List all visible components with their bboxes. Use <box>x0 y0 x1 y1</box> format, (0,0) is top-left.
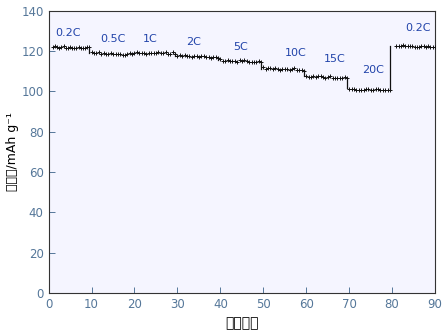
Text: 2C: 2C <box>186 37 201 47</box>
Text: 20C: 20C <box>362 65 384 75</box>
X-axis label: 循环次数: 循环次数 <box>225 317 258 330</box>
Text: 10C: 10C <box>285 48 306 58</box>
Text: 15C: 15C <box>323 54 345 64</box>
Text: 0.5C: 0.5C <box>100 34 125 44</box>
Text: 0.2C: 0.2C <box>55 28 81 38</box>
Text: 0.2C: 0.2C <box>405 23 431 33</box>
Y-axis label: 比容量/mAh g⁻¹: 比容量/mAh g⁻¹ <box>5 112 18 191</box>
Text: 5C: 5C <box>233 42 248 52</box>
Text: 1C: 1C <box>143 34 158 44</box>
